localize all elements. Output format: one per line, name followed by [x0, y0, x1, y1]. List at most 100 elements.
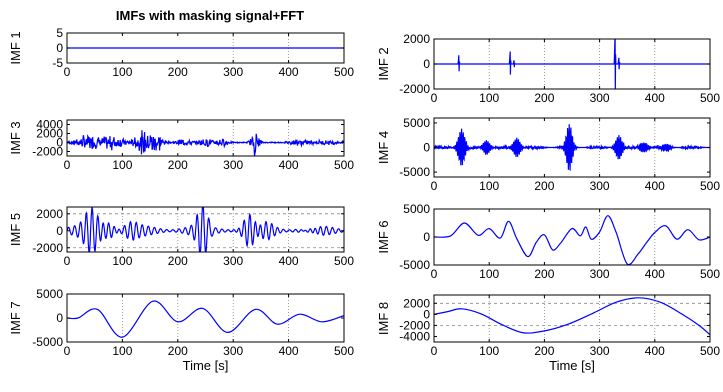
x-tick-label: 200	[534, 179, 554, 193]
x-tick-label: 400	[279, 65, 299, 79]
series-line	[67, 130, 344, 156]
chart-title: IMFs with masking signal+FFT	[115, 8, 305, 23]
y-tick-label: -5000	[32, 335, 63, 349]
series-line	[434, 39, 710, 89]
y-tick-label: 4000	[36, 118, 63, 132]
x-tick-label: 400	[279, 158, 299, 172]
x-tick-label: 300	[590, 91, 610, 105]
y-axis-label: IMF 7	[8, 301, 23, 334]
x-tick-label: 300	[590, 267, 610, 281]
x-tick-label: 500	[334, 158, 354, 172]
y-tick-label: -4000	[399, 329, 430, 343]
x-tick-label: 300	[223, 344, 243, 358]
x-tick-label: 400	[279, 254, 299, 268]
series-line	[67, 300, 344, 338]
x-tick-label: 200	[534, 344, 554, 358]
y-axis-label: IMF 6	[376, 220, 391, 253]
y-tick-label: 0	[423, 230, 430, 244]
y-tick-label: 0	[56, 41, 63, 55]
axes-box	[66, 206, 345, 253]
y-tick-label: 0	[423, 307, 430, 321]
y-tick-label: 0	[56, 136, 63, 150]
series-line	[434, 124, 710, 171]
y-axis-label: IMF 2	[376, 47, 391, 80]
axes-box	[66, 293, 345, 343]
x-tick-label: 200	[168, 254, 188, 268]
y-axis-label: IMF 8	[376, 302, 391, 335]
x-tick-label: 100	[112, 158, 132, 172]
y-tick-label: 0	[56, 311, 63, 325]
y-tick-label: 5000	[403, 116, 430, 130]
x-tick-label: 400	[645, 179, 665, 193]
x-tick-label: 0	[431, 179, 438, 193]
x-tick-label: 300	[223, 158, 243, 172]
x-tick-label: 200	[168, 65, 188, 79]
y-tick-label: 0	[56, 224, 63, 238]
y-axis-label: IMF 4	[376, 131, 391, 164]
x-tick-label: 0	[64, 65, 71, 79]
x-tick-label: 100	[112, 254, 132, 268]
y-tick-label: -5000	[399, 258, 430, 272]
y-tick-label: 0	[423, 141, 430, 155]
x-tick-label: 0	[64, 254, 71, 268]
x-tick-label: 400	[645, 267, 665, 281]
x-tick-label: 0	[431, 91, 438, 105]
series-line	[434, 215, 710, 265]
x-tick-label: 200	[534, 91, 554, 105]
axes-box	[433, 208, 711, 266]
x-tick-label: 400	[645, 91, 665, 105]
y-tick-label: 2000	[36, 207, 63, 221]
x-axis-label: Time [s]	[549, 358, 595, 373]
y-tick-label: -2000	[399, 82, 430, 96]
y-tick-label: 2000	[403, 32, 430, 46]
y-tick-label: -5000	[399, 165, 430, 179]
x-tick-label: 100	[479, 267, 499, 281]
x-tick-label: 500	[700, 179, 720, 193]
x-tick-label: 100	[112, 344, 132, 358]
y-tick-label: 0	[423, 57, 430, 71]
y-tick-label: -2000	[32, 241, 63, 255]
x-tick-label: 0	[64, 158, 71, 172]
x-tick-label: 200	[168, 158, 188, 172]
x-axis-label: Time [s]	[183, 358, 229, 373]
x-tick-label: 100	[112, 65, 132, 79]
x-tick-label: 200	[168, 344, 188, 358]
y-tick-label: -2000	[32, 145, 63, 159]
y-tick-label: 2000	[403, 296, 430, 310]
y-axis-label: IMF 5	[8, 213, 23, 246]
x-tick-label: 300	[590, 179, 610, 193]
series-line	[434, 297, 710, 336]
y-axis-label: IMF 3	[8, 121, 23, 154]
x-tick-label: 500	[700, 267, 720, 281]
x-tick-label: 200	[534, 267, 554, 281]
y-tick-label: 5000	[403, 202, 430, 216]
x-tick-label: 500	[334, 254, 354, 268]
y-tick-label: -2000	[399, 318, 430, 332]
x-tick-label: 300	[223, 254, 243, 268]
y-tick-label: 5	[56, 26, 63, 40]
y-tick-label: 5000	[36, 287, 63, 301]
x-tick-label: 100	[479, 91, 499, 105]
x-tick-label: 0	[431, 344, 438, 358]
x-tick-label: 300	[223, 65, 243, 79]
y-axis-label: IMF 1	[8, 31, 23, 64]
x-tick-label: 0	[64, 344, 71, 358]
y-tick-label: 2000	[36, 127, 63, 141]
x-tick-label: 100	[479, 344, 499, 358]
x-tick-label: 500	[334, 344, 354, 358]
x-tick-label: 500	[700, 344, 720, 358]
y-tick-label: -5	[52, 56, 63, 70]
axes-box	[66, 119, 345, 157]
x-tick-label: 500	[334, 65, 354, 79]
x-tick-label: 400	[645, 344, 665, 358]
x-tick-label: 300	[590, 344, 610, 358]
x-tick-label: 500	[700, 91, 720, 105]
